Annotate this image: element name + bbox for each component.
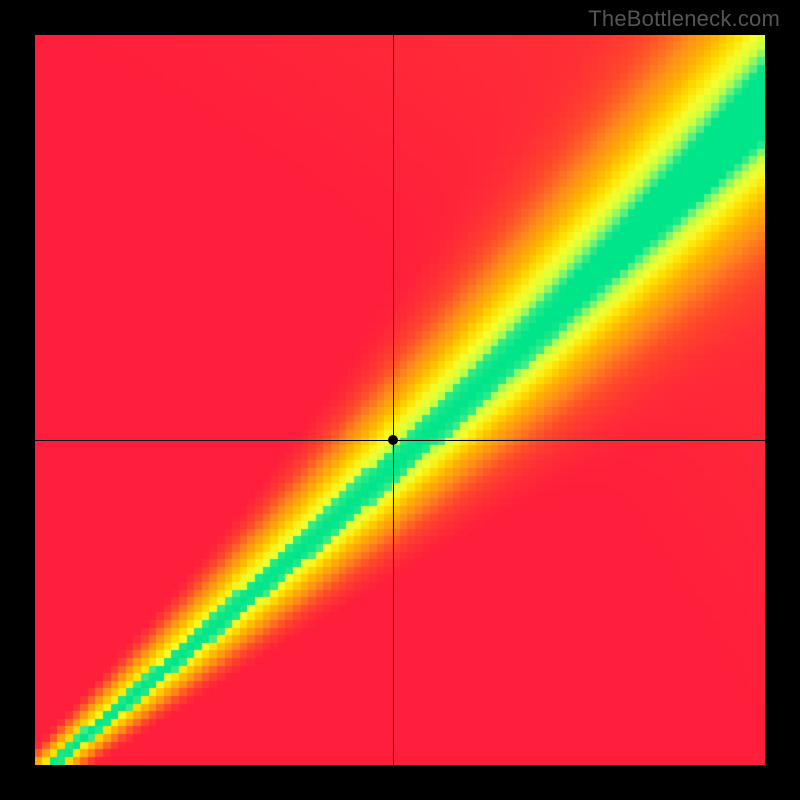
plot-area: [35, 35, 765, 765]
crosshair-horizontal: [35, 440, 765, 441]
selection-marker: [388, 435, 398, 445]
bottleneck-heatmap: [35, 35, 765, 765]
watermark-text: TheBottleneck.com: [588, 6, 780, 32]
crosshair-vertical: [393, 35, 394, 765]
